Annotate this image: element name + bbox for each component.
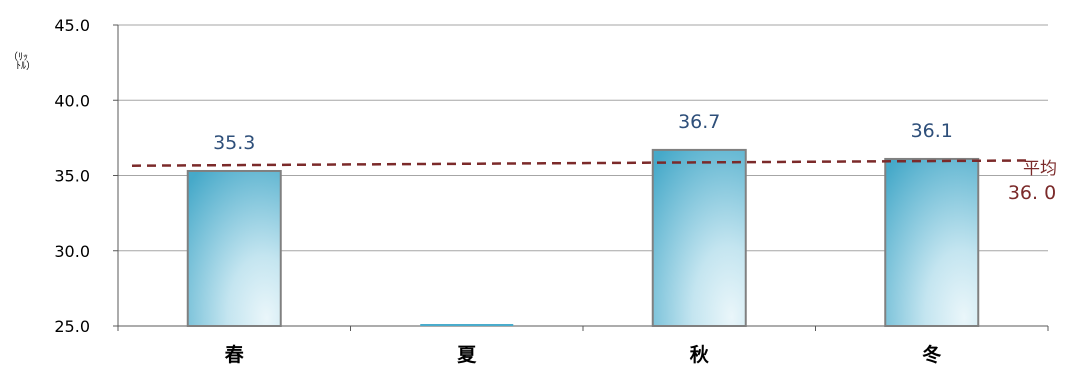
data-label: 36.1: [911, 120, 953, 142]
average-line-group: 平均 36. 0: [131, 159, 1057, 204]
y-unit-label: （ﾘｯﾄﾙ）: [8, 51, 36, 72]
average-label-value: 36. 0: [1008, 182, 1056, 204]
average-label-title: 平均: [1023, 159, 1057, 179]
x-category-label: 春: [225, 343, 244, 366]
data-label: 36.7: [678, 111, 720, 133]
y-tick-label: 30.0: [54, 242, 90, 261]
y-tick-label: 25.0: [54, 317, 90, 336]
data-label: 35.3: [213, 132, 255, 154]
bar: [186, 169, 282, 327]
x-category-label: 夏: [457, 344, 477, 366]
y-tick-label: 35.0: [54, 167, 90, 186]
average-line: [131, 159, 1033, 167]
labels: 25.0 30.0 35.0 40.0 45.0 （ﾘｯﾄﾙ） 春 35.3 夏 秋 36.7 冬 36…: [8, 16, 953, 366]
bar: [420, 324, 514, 326]
bar: [651, 148, 747, 327]
bars: [186, 148, 980, 327]
x-category-label: 冬: [922, 343, 941, 366]
bar: [884, 157, 980, 327]
y-tick-label: 40.0: [54, 91, 90, 110]
y-tick-label: 45.0: [54, 16, 90, 35]
x-category-label: 秋: [690, 343, 710, 366]
